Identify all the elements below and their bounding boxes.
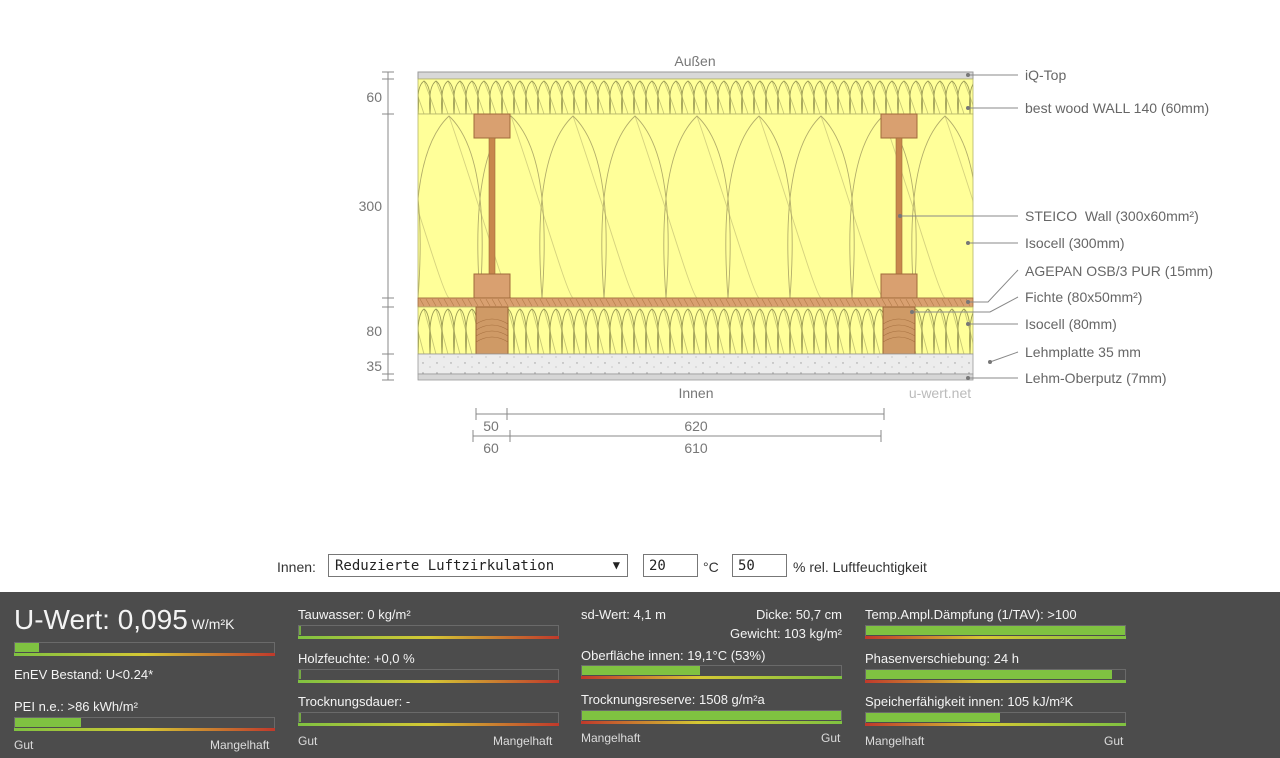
enev-label: EnEV Bestand: U<0.24* [14, 667, 154, 682]
scale-bad-col4: Mangelhaft [865, 734, 925, 748]
layer-isocell-300 [417, 113, 974, 299]
dim-h-60: 60 [483, 440, 499, 456]
osb-strand-texture [419, 298, 971, 307]
speicherfaehigkeit-label: Speicherfähigkeit innen: 105 kJ/m²K [865, 694, 1074, 709]
horizontal-dimension-scale [472, 408, 885, 442]
phasenverschiebung-bar [865, 669, 1126, 683]
inside-label: Innen [678, 385, 713, 401]
uwert-bar [14, 642, 275, 656]
bar-fill [15, 718, 81, 727]
label-lehm-oberputz: Lehm-Oberputz (7mm) [1025, 370, 1167, 386]
bar-fill [582, 666, 701, 675]
tauwasser-bar [298, 625, 559, 639]
trocknungsreserve-label: Trocknungsreserve: 1508 g/m²a [581, 692, 765, 707]
outside-label: Außen [674, 53, 715, 69]
bar-fill [299, 713, 301, 722]
label-iq-top: iQ-Top [1025, 67, 1066, 83]
humidity-input[interactable]: 50 [732, 554, 787, 577]
label-isocell-80: Isocell (80mm) [1025, 316, 1117, 332]
speicherfaehigkeit-bar [865, 712, 1126, 726]
uwert-value: 0,095 [117, 604, 188, 635]
layer-lehm-oberputz [417, 373, 974, 381]
holzfeuchte-label: Holzfeuchte: +0,0 % [298, 651, 415, 666]
layer-iq-top [417, 71, 974, 80]
uwert-unit: W/m²K [191, 616, 235, 632]
pei-label: PEI n.e.: >86 kWh/m² [14, 699, 138, 714]
innen-label: Innen: [277, 559, 316, 575]
woodfibre-loop-texture [418, 80, 973, 114]
uwert-label: U-Wert: [14, 604, 118, 635]
vertical-dimension-scale [382, 71, 394, 381]
dim-v-35: 35 [366, 358, 382, 374]
scale-good-col4: Gut [1104, 734, 1124, 748]
humidity-unit: % rel. Luftfeuchtigkeit [793, 559, 927, 575]
layer-isocell-80 [417, 306, 974, 355]
dim-v-300: 300 [359, 198, 383, 214]
bar-fill [866, 626, 1125, 635]
trocknungsdauer-label: Trocknungsdauer: - [298, 694, 411, 709]
oberflaeche-bar [581, 665, 842, 679]
insulation-300-loop-texture [418, 115, 973, 298]
trocknungsdauer-bar [298, 712, 559, 726]
bar-fill [299, 626, 301, 635]
temperature-input[interactable]: 20 [643, 554, 698, 577]
climate-select[interactable]: Reduzierte Luftzirkulation ▼ [328, 554, 628, 577]
gewicht-label: Gewicht: 103 kg/m² [730, 626, 842, 641]
dim-h-50: 50 [483, 418, 499, 434]
fichte-batten-right [882, 306, 916, 355]
scale-bad-col2: Mangelhaft [493, 734, 553, 748]
wall-cross-section-diagram: Außen Innen u [359, 53, 1213, 456]
dim-v-60: 60 [366, 89, 382, 105]
label-best-wood-wall: best wood WALL 140 (60mm) [1025, 100, 1209, 116]
oberflaeche-label: Oberfläche innen: 19,1°C (53%) [581, 648, 766, 663]
label-fichte: Fichte (80x50mm²) [1025, 289, 1142, 305]
layer-leader-lines [900, 74, 1019, 379]
watermark: u-wert.net [909, 385, 971, 401]
dim-h-610: 610 [684, 440, 708, 456]
tav-bar [865, 625, 1126, 639]
bar-fill [866, 670, 1112, 679]
scale-bad-col1: Mangelhaft [210, 738, 270, 752]
tauwasser-label: Tauwasser: 0 kg/m² [298, 607, 411, 622]
bar-fill [299, 670, 301, 679]
bar-fill [866, 713, 1000, 722]
label-steico-wall: STEICO Wall (300x60mm²) [1025, 208, 1199, 224]
results-panel: U-Wert: 0,095 W/m²K EnEV Bestand: U<0.24… [0, 592, 1280, 758]
scale-good-col3: Gut [821, 731, 841, 745]
tav-label: Temp.Ampl.Dämpfung (1/TAV): >100 [865, 607, 1077, 622]
label-agepan-osb: AGEPAN OSB/3 PUR (15mm) [1025, 263, 1213, 279]
uwert-heading: U-Wert: 0,095 W/m²K [14, 604, 234, 636]
dim-h-620: 620 [684, 418, 708, 434]
pei-bar [14, 717, 275, 731]
label-lehmplatte: Lehmplatte 35 mm [1025, 344, 1141, 360]
phasenverschiebung-label: Phasenverschiebung: 24 h [865, 651, 1019, 666]
holzfeuchte-bar [298, 669, 559, 683]
steico-wall-joist-left [473, 113, 511, 299]
bar-fill [15, 643, 40, 652]
dicke-label: Dicke: 50,7 cm [756, 607, 842, 622]
climate-select-value: Reduzierte Luftzirkulation [335, 558, 555, 574]
scale-good-col2: Gut [298, 734, 318, 748]
scale-good-col1: Gut [14, 738, 34, 752]
interior-conditions-row: Innen: Reduzierte Luftzirkulation ▼ 20 °… [0, 552, 1280, 582]
temperature-unit: °C [703, 559, 719, 575]
fichte-batten-left [475, 306, 509, 355]
layer-best-wood-wall [417, 78, 974, 115]
steico-wall-joist-right [880, 113, 918, 299]
chevron-down-icon: ▼ [612, 558, 620, 572]
label-isocell-300: Isocell (300mm) [1025, 235, 1125, 251]
scale-bad-col3: Mangelhaft [581, 731, 641, 745]
dim-v-80: 80 [366, 323, 382, 339]
bar-fill [582, 711, 841, 720]
sd-wert-label: sd-Wert: 4,1 m [581, 607, 667, 622]
trocknungsreserve-bar [581, 710, 842, 724]
